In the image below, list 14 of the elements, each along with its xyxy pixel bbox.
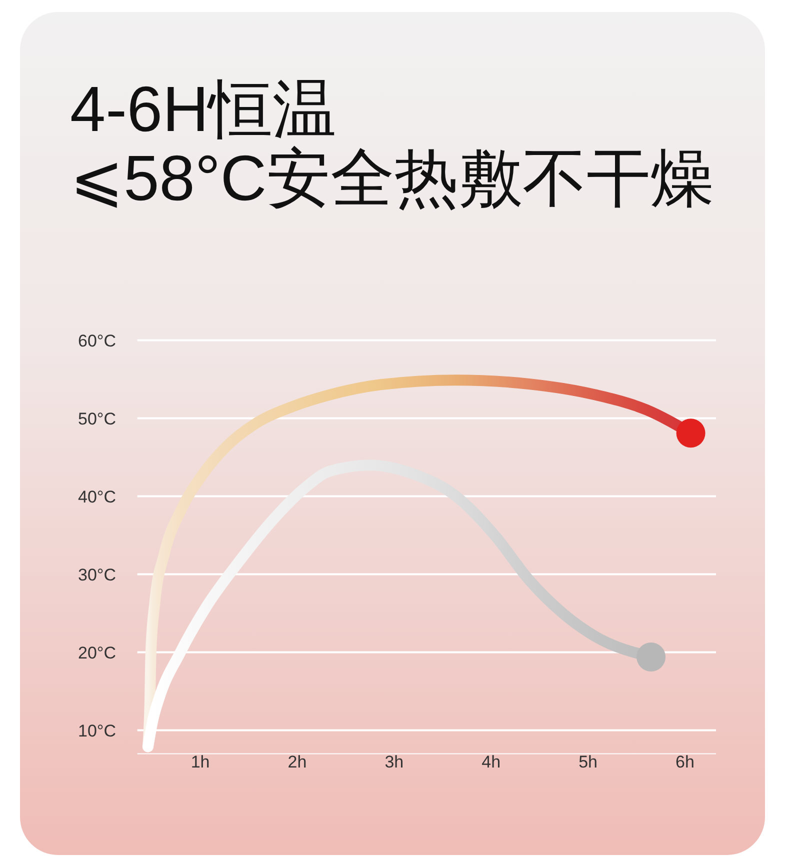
- x-tick-label: 3h: [384, 752, 404, 772]
- y-tick-label: 60°C: [78, 331, 116, 350]
- y-tick-label: 30°C: [78, 565, 116, 584]
- x-tick-label: 4h: [482, 752, 501, 772]
- x-tick-label: 6h: [676, 752, 694, 772]
- y-tick-label: 40°C: [78, 487, 116, 506]
- y-tick-label: 10°C: [78, 721, 116, 740]
- x-tick-label: 1h: [190, 752, 210, 772]
- y-tick-label: 50°C: [78, 409, 116, 428]
- y-tick-label: 20°C: [78, 643, 116, 662]
- x-tick-label: 2h: [288, 752, 307, 772]
- title: 4-6H恒温: [70, 73, 337, 145]
- subtitle: ⩽58°C安全热敷不干燥: [70, 142, 715, 214]
- x-tick-label: 5h: [578, 752, 598, 772]
